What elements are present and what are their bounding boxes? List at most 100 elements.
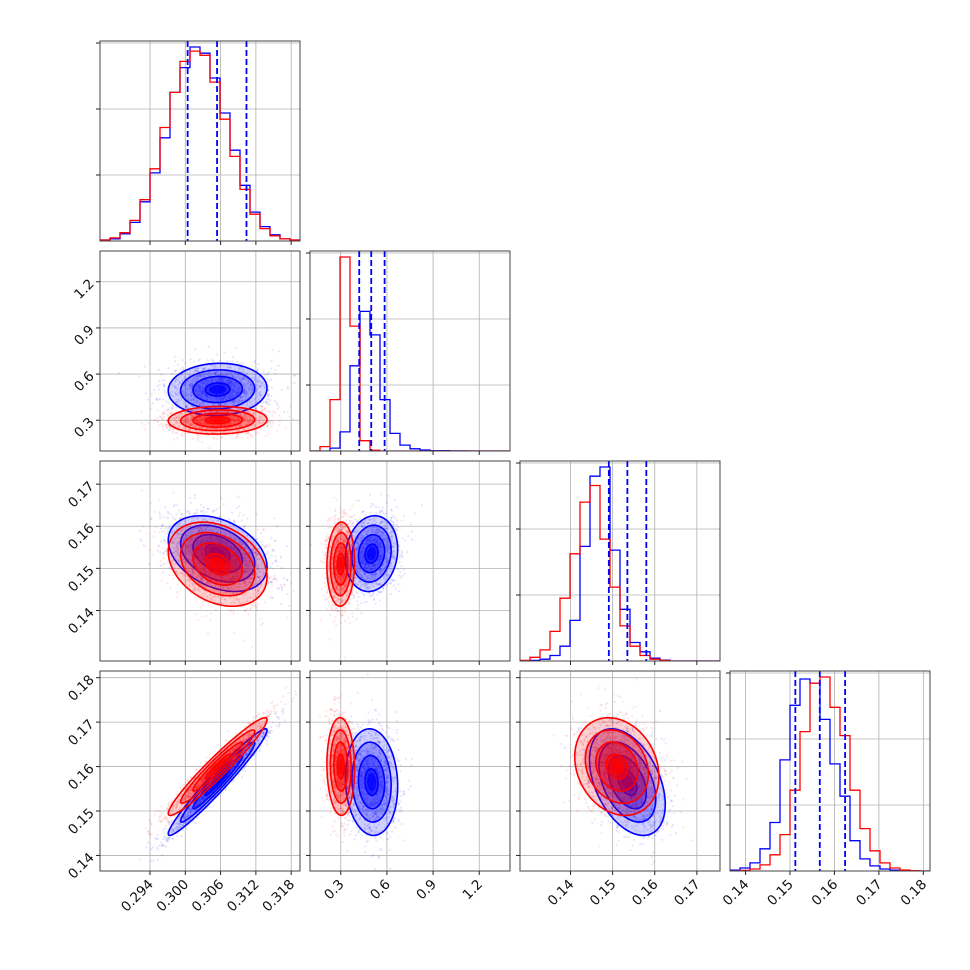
scatter-point	[231, 393, 234, 397]
scatter-point	[282, 410, 286, 414]
scatter-point	[171, 428, 174, 431]
scatter-point	[185, 406, 188, 409]
scatter-point	[245, 423, 248, 426]
scatter-point	[202, 509, 205, 512]
scatter-point	[202, 417, 205, 420]
scatter-point	[168, 425, 171, 428]
scatter-point	[242, 416, 245, 420]
scatter-point	[230, 380, 234, 383]
scatter-point	[163, 385, 166, 388]
scatter-point	[163, 562, 166, 566]
scatter-point	[220, 424, 223, 427]
scatter-point	[269, 399, 272, 402]
scatter-point	[201, 418, 204, 421]
scatter-point	[189, 358, 192, 361]
scatter-point	[239, 395, 242, 399]
scatter-point	[233, 376, 236, 379]
scatter-point	[195, 419, 198, 422]
scatter-point	[271, 583, 274, 586]
scatter-point	[166, 529, 169, 532]
scatter-point	[247, 419, 250, 422]
scatter-point	[215, 427, 218, 430]
scatter-point	[240, 425, 243, 428]
scatter-point	[232, 399, 235, 402]
scatter-point	[186, 417, 189, 420]
scatter-point	[149, 502, 152, 505]
scatter-point	[195, 511, 198, 514]
scatter-point	[195, 402, 198, 405]
scatter-point	[259, 428, 263, 431]
scatter-point	[230, 416, 233, 419]
scatter-point	[175, 416, 178, 420]
scatter-point	[166, 414, 170, 417]
scatter-point	[231, 416, 235, 419]
scatter-point	[219, 403, 222, 406]
scatter-point	[191, 378, 194, 381]
scatter-point	[183, 419, 186, 422]
scatter-point	[204, 416, 207, 419]
scatter-point	[236, 373, 239, 376]
scatter-point	[217, 398, 220, 402]
scatter-point	[229, 385, 232, 388]
scatter-point	[286, 410, 289, 413]
scatter-point	[184, 381, 187, 384]
scatter-point	[205, 423, 208, 426]
scatter-point	[238, 408, 241, 411]
scatter-point	[239, 423, 242, 426]
scatter-point	[212, 360, 215, 363]
scatter-point	[228, 378, 231, 382]
scatter-point	[204, 394, 207, 397]
scatter-point	[201, 401, 204, 404]
scatter-point	[202, 420, 205, 423]
scatter-point	[181, 379, 184, 382]
scatter-point	[224, 379, 227, 382]
scatter-point	[185, 394, 188, 397]
scatter-point	[182, 419, 185, 422]
scatter-point	[203, 423, 206, 426]
scatter-point	[250, 383, 253, 386]
scatter-point	[266, 425, 269, 428]
scatter-point	[196, 374, 199, 377]
scatter-point	[229, 423, 232, 426]
scatter-point	[189, 398, 192, 402]
scatter-point	[179, 397, 183, 400]
scatter-point	[270, 367, 273, 370]
scatter-point	[254, 383, 257, 387]
scatter-point	[226, 423, 229, 426]
scatter-point	[256, 378, 259, 381]
scatter-point	[226, 402, 229, 405]
scatter-point	[247, 404, 250, 408]
scatter-point	[205, 394, 208, 397]
scatter-point	[242, 391, 245, 394]
scatter-point	[159, 551, 162, 554]
scatter-point	[206, 380, 209, 383]
scatter-point	[201, 389, 204, 392]
scatter-point	[189, 386, 192, 389]
scatter-point	[175, 416, 178, 419]
scatter-point	[257, 375, 261, 378]
scatter-point	[151, 402, 154, 405]
scatter-point	[238, 419, 241, 422]
scatter-point	[254, 397, 257, 400]
scatter-point	[193, 493, 196, 496]
scatter-point	[186, 417, 189, 420]
scatter-point	[161, 405, 164, 408]
scatter-point	[277, 405, 280, 408]
scatter-point	[207, 603, 210, 606]
scatter-point	[165, 424, 168, 427]
scatter-point	[260, 382, 263, 385]
scatter-point	[267, 432, 270, 435]
scatter-point	[211, 396, 214, 399]
scatter-point	[165, 547, 168, 551]
scatter-point	[206, 396, 209, 399]
scatter-point	[153, 419, 156, 422]
scatter-point	[266, 550, 269, 554]
scatter-point	[177, 391, 180, 394]
scatter-point	[175, 415, 178, 418]
scatter-point	[178, 425, 181, 428]
scatter-point	[168, 574, 171, 577]
scatter-point	[195, 386, 198, 389]
scatter-point	[273, 372, 276, 375]
scatter-point	[195, 380, 198, 383]
